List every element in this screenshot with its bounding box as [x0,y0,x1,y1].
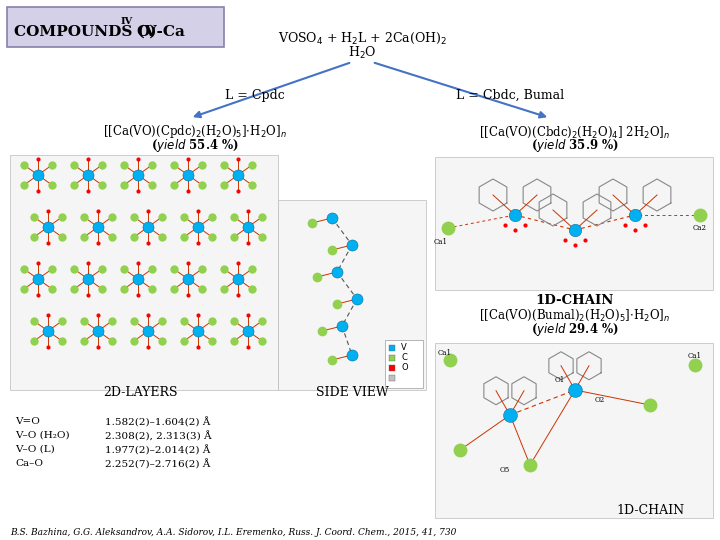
Text: Ca1: Ca1 [434,238,448,246]
Bar [435,343,713,518]
Text: V: V [401,343,407,353]
Text: 2.308(2), 2.313(3) Å: 2.308(2), 2.313(3) Å [105,431,212,441]
Text: ($\it{yield}$ 55.4 %): ($\it{yield}$ 55.4 %) [151,138,239,154]
Text: V–O (H₂O): V–O (H₂O) [15,431,70,440]
Text: ($\it{yield}$ 29.4 %): ($\it{yield}$ 29.4 %) [531,321,619,339]
Text: O)-Ca: O)-Ca [136,25,185,39]
Text: C: C [401,354,407,362]
Text: [[Ca(VO)(Bumal)$_2$(H$_2$O)$_5$]$\cdot$H$_2$O]$_n$: [[Ca(VO)(Bumal)$_2$(H$_2$O)$_5$]$\cdot$H… [480,307,670,322]
Text: L = Cpdc: L = Cpdc [225,89,285,102]
Text: V–O (L): V–O (L) [15,445,55,454]
Text: 1.977(2)–2.014(2) Å: 1.977(2)–2.014(2) Å [105,445,210,455]
Bar [278,200,426,390]
Text: 1.582(2)–1.604(2) Å: 1.582(2)–1.604(2) Å [105,417,210,427]
Bar [10,155,278,390]
Text: 2D-LAYERS: 2D-LAYERS [103,387,177,400]
Text: 1D-CHAIN: 1D-CHAIN [536,294,614,307]
Text: 1D-CHAIN: 1D-CHAIN [616,503,684,516]
Text: Ca1: Ca1 [438,349,452,357]
Text: SIDE VIEW: SIDE VIEW [315,387,388,400]
Bar [385,340,423,388]
Text: ($\it{yield}$ 35.9 %): ($\it{yield}$ 35.9 %) [531,138,619,154]
Text: O5: O5 [500,466,510,474]
Text: V=O: V=O [15,417,40,426]
Text: COMPOUNDS (V: COMPOUNDS (V [14,25,157,39]
Text: Ca1: Ca1 [688,352,702,360]
FancyBboxPatch shape [7,7,224,47]
Text: [[Ca(VO)(Cbdc)$_2$(H$_2$O)$_4$] 2H$_2$O]$_n$: [[Ca(VO)(Cbdc)$_2$(H$_2$O)$_4$] 2H$_2$O]… [480,124,670,140]
Text: B.S. Bazhina, G.G. Aleksandrov, A.A. Sidorov, I.L. Eremenko, Russ. J. Coord. Che: B.S. Bazhina, G.G. Aleksandrov, A.A. Sid… [10,528,456,537]
Text: Ca–O: Ca–O [15,459,43,468]
Bar [435,157,713,290]
Text: L = Cbdc, Bumal: L = Cbdc, Bumal [456,89,564,102]
Text: 2.252(7)–2.716(2) Å: 2.252(7)–2.716(2) Å [105,459,210,469]
Text: H$_2$O: H$_2$O [348,45,377,61]
Text: [[Ca(VO)(Cpdc)$_2$(H$_2$O)$_5$]$\cdot$H$_2$O]$_n$: [[Ca(VO)(Cpdc)$_2$(H$_2$O)$_5$]$\cdot$H$… [103,124,287,140]
Text: O2: O2 [595,396,605,404]
Text: Ca2: Ca2 [693,224,707,232]
Text: VOSO$_4$ + H$_2$L + 2Ca(OH)$_2$: VOSO$_4$ + H$_2$L + 2Ca(OH)$_2$ [277,30,446,45]
Text: O: O [401,363,408,373]
Text: O1: O1 [555,376,565,384]
Text: IV: IV [121,17,133,25]
